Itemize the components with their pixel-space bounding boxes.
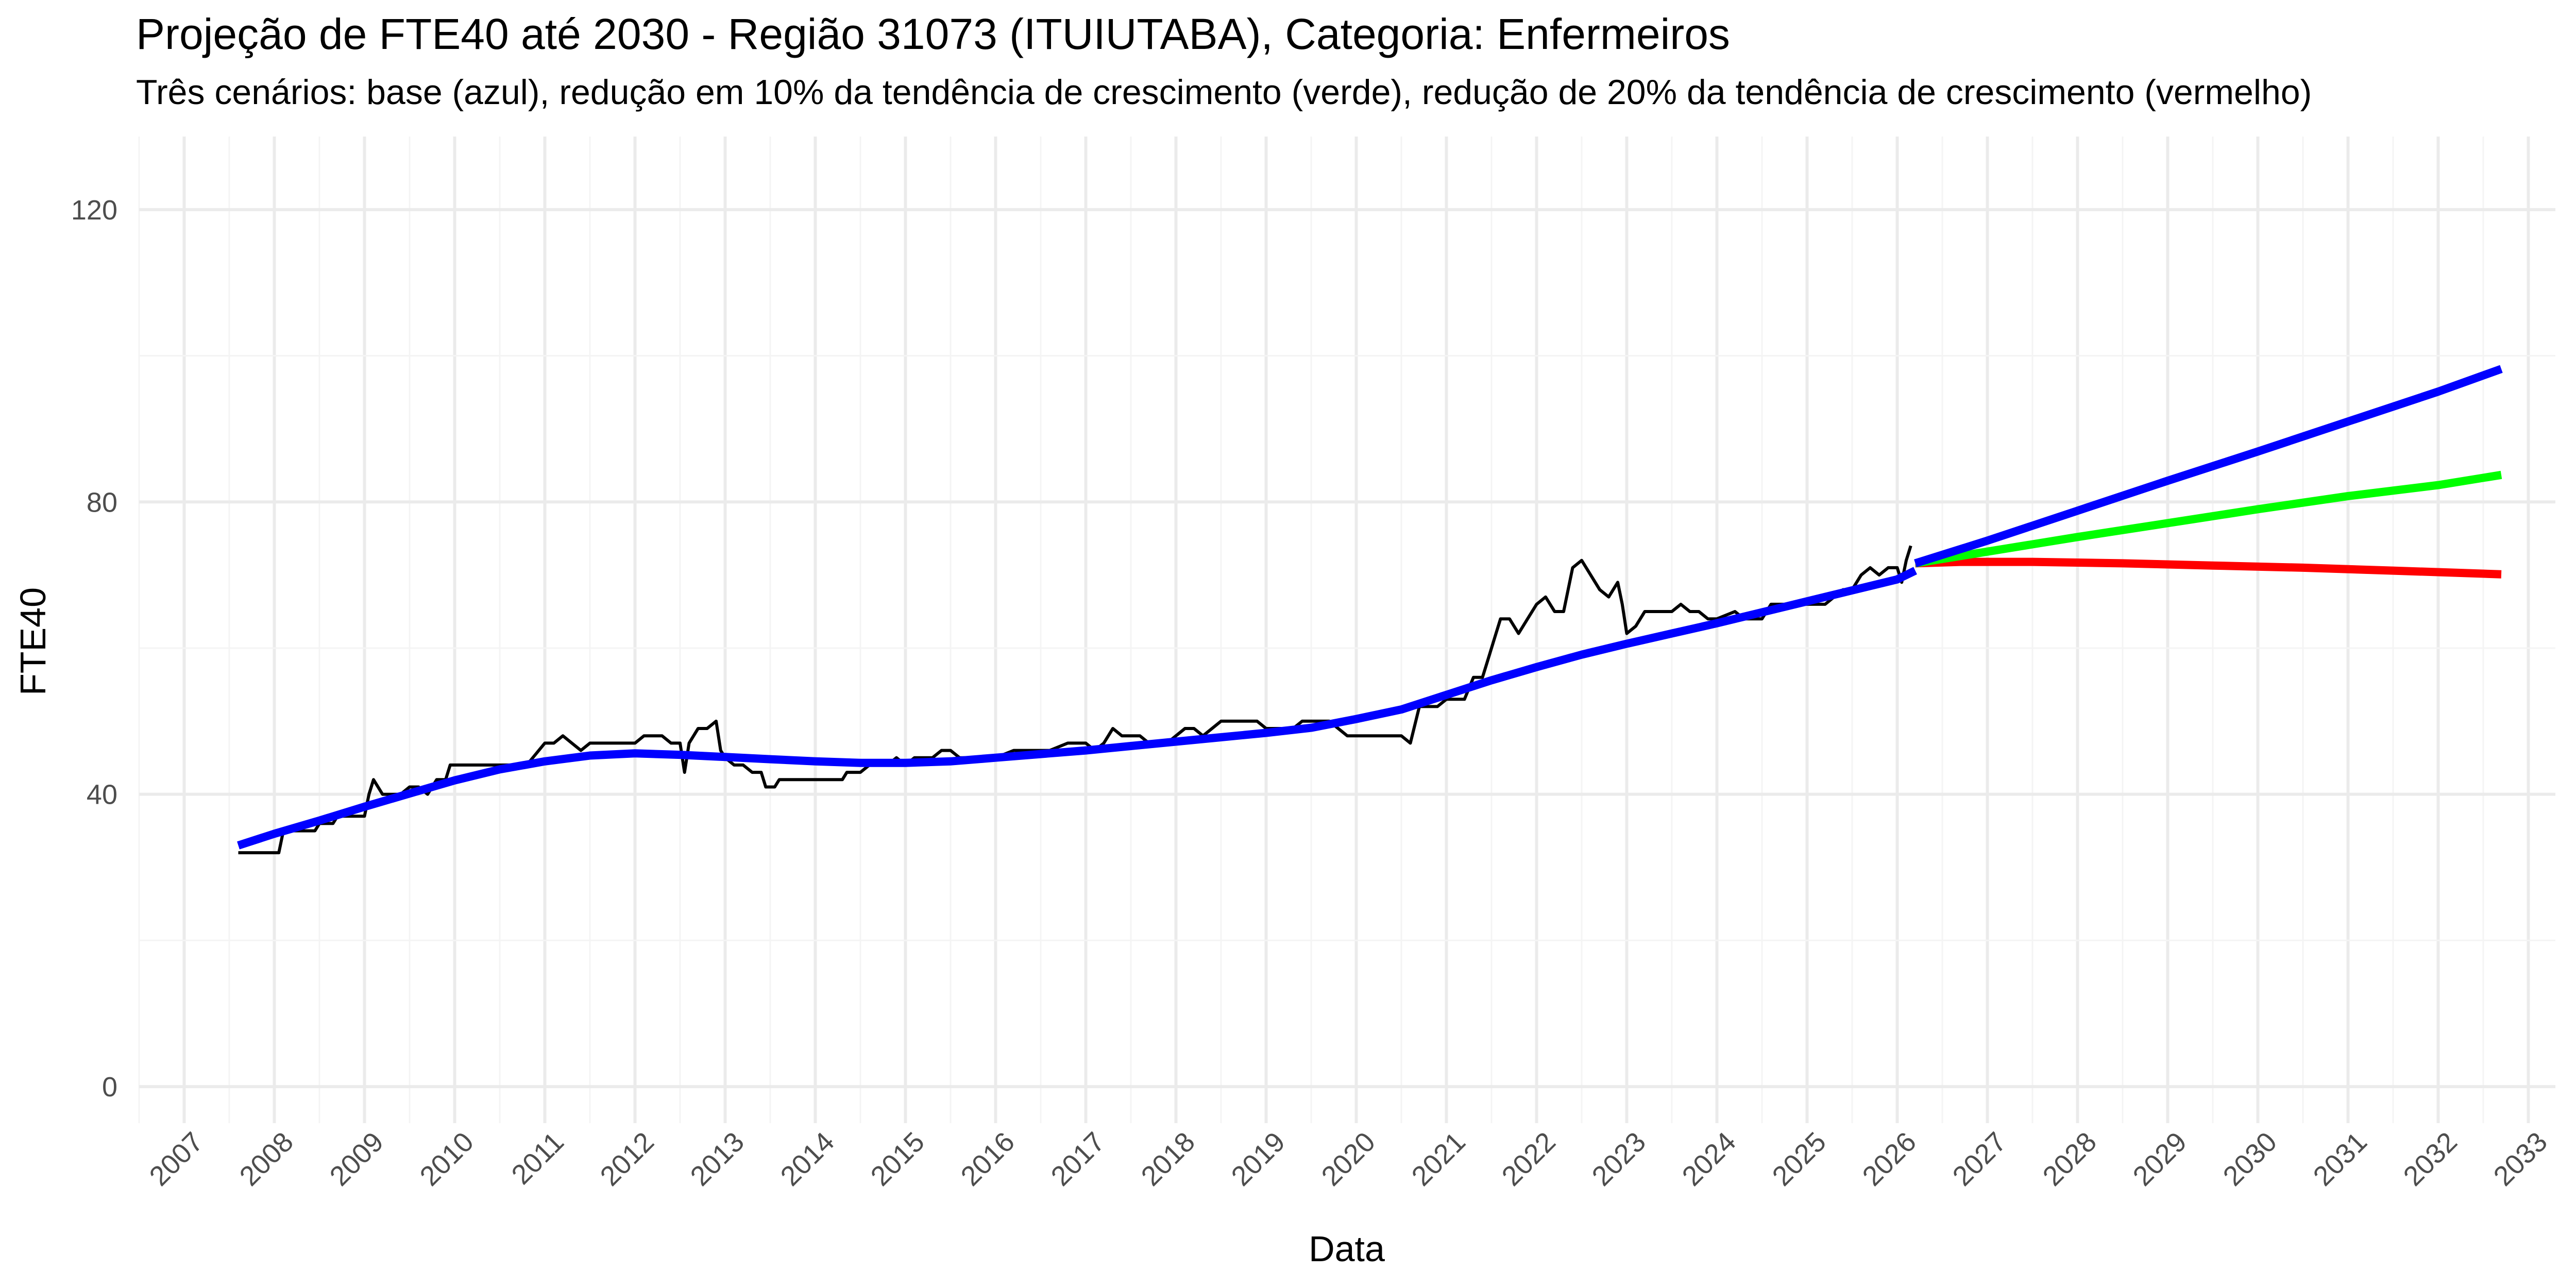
x-tick-label: 2021 [1406,1126,1471,1192]
x-tick-label: 2033 [2488,1126,2553,1192]
series-line-4 [1915,557,2502,579]
x-tick-label: 2016 [955,1126,1021,1192]
x-tick-label: 2025 [1767,1126,1832,1192]
x-tick-label: 2008 [234,1126,299,1192]
x-tick-label: 2030 [2217,1126,2283,1192]
y-tick-label: 0 [102,1072,117,1103]
x-tick-label: 2032 [2398,1126,2463,1192]
y-axis-ticks: 0 40 80 120 [71,195,117,1103]
x-tick-label: 2009 [324,1126,389,1192]
y-tick-label: 80 [87,487,117,518]
x-tick-label: 2022 [1496,1126,1562,1192]
x-tick-label: 2017 [1045,1126,1111,1192]
x-tick-label: 2023 [1586,1126,1652,1192]
x-tick-label: 2015 [865,1126,930,1192]
x-tick-label: 2018 [1136,1126,1201,1192]
series-line-3 [1914,470,2502,568]
chart-subtitle: Três cenários: base (azul), redução em 1… [136,73,2312,112]
x-tick-label: 2010 [414,1126,480,1192]
x-tick-label: 2013 [685,1126,750,1192]
x-tick-label: 2020 [1316,1126,1381,1192]
x-tick-label: 2027 [1947,1126,2012,1192]
y-tick-label: 120 [71,195,117,226]
chart-title: Projeção de FTE40 até 2030 - Região 3107… [136,10,1730,58]
x-tick-label: 2019 [1226,1126,1291,1192]
x-tick-label: 2011 [505,1126,570,1191]
y-axis-title: FTE40 [13,587,53,696]
x-tick-label: 2014 [775,1126,840,1192]
x-tick-label: 2031 [2308,1126,2373,1192]
grid [138,137,2555,1123]
y-tick-label: 40 [87,779,117,810]
series-line-2 [1914,365,2503,568]
x-tick-label: 2012 [595,1126,660,1192]
x-axis-title: Data [1309,1229,1385,1269]
x-tick-label: 2028 [2037,1126,2103,1192]
x-axis-ticks: 2007 2008 2009 2010 2011 2012 2013 2014 2015 2016… [144,1126,2553,1192]
series-layer [237,365,2503,855]
x-tick-label: 2029 [2127,1126,2193,1192]
series-line-0 [238,545,1912,855]
series-line-1 [237,567,1917,850]
x-tick-label: 2024 [1676,1126,1742,1192]
x-tick-label: 2026 [1857,1126,1922,1192]
x-tick-label: 2007 [144,1126,209,1192]
